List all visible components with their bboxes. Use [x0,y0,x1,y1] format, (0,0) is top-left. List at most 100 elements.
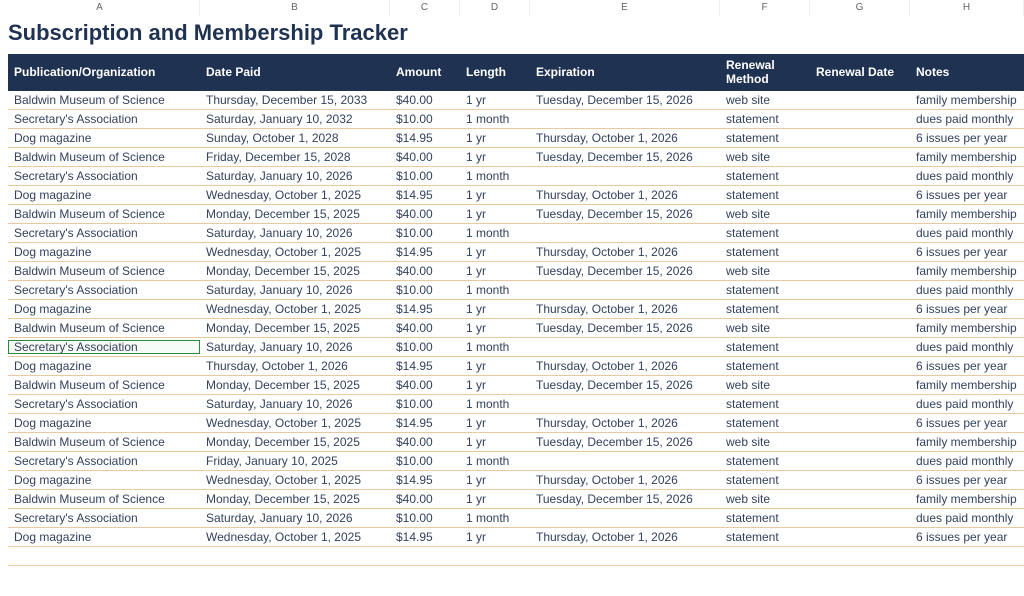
cell-org[interactable]: Secretary's Association [8,226,200,240]
cell-date-paid[interactable]: Monday, December 15, 2025 [200,378,390,392]
col-letter-h[interactable]: H [910,0,1024,16]
cell-amount[interactable]: $14.95 [390,188,460,202]
cell-expiration[interactable]: Thursday, October 1, 2026 [530,188,720,202]
cell-amount[interactable]: $40.00 [390,321,460,335]
table-row[interactable]: Secretary's AssociationSaturday, January… [8,338,1024,357]
cell-notes[interactable]: dues paid monthly [910,397,1024,411]
cell-length[interactable]: 1 month [460,283,530,297]
cell-amount[interactable]: $14.95 [390,416,460,430]
header-length[interactable]: Length [460,61,530,83]
cell-renewal-method[interactable]: web site [720,150,810,164]
cell-date-paid[interactable]: Saturday, January 10, 2026 [200,283,390,297]
cell-length[interactable]: 1 yr [460,492,530,506]
cell-amount[interactable]: $40.00 [390,435,460,449]
cell-date-paid[interactable]: Monday, December 15, 2025 [200,207,390,221]
table-row[interactable]: Secretary's AssociationSaturday, January… [8,281,1024,300]
cell-expiration[interactable]: Tuesday, December 15, 2026 [530,435,720,449]
cell-org[interactable]: Dog magazine [8,131,200,145]
cell-date-paid[interactable]: Saturday, January 10, 2026 [200,169,390,183]
cell-notes[interactable]: dues paid monthly [910,169,1024,183]
cell-date-paid[interactable]: Friday, December 15, 2028 [200,150,390,164]
cell-date-paid[interactable]: Sunday, October 1, 2028 [200,131,390,145]
cell-renewal-method[interactable]: statement [720,454,810,468]
cell-date-paid[interactable]: Saturday, January 10, 2026 [200,226,390,240]
cell-org[interactable]: Baldwin Museum of Science [8,492,200,506]
cell-expiration[interactable]: Tuesday, December 15, 2026 [530,264,720,278]
col-letter-b[interactable]: B [200,0,390,16]
header-date-paid[interactable]: Date Paid [200,61,390,83]
table-row[interactable]: Dog magazineWednesday, October 1, 2025$1… [8,243,1024,262]
cell-expiration[interactable]: Thursday, October 1, 2026 [530,530,720,544]
cell-amount[interactable]: $14.95 [390,530,460,544]
cell-amount[interactable]: $10.00 [390,112,460,126]
cell-amount[interactable]: $40.00 [390,378,460,392]
cell-length[interactable]: 1 month [460,112,530,126]
spreadsheet-area[interactable]: Subscription and Membership Tracker Publ… [0,20,1024,566]
cell-amount[interactable]: $10.00 [390,226,460,240]
cell-amount[interactable]: $14.95 [390,359,460,373]
cell-date-paid[interactable]: Wednesday, October 1, 2025 [200,530,390,544]
cell-org[interactable]: Dog magazine [8,473,200,487]
table-row[interactable]: Baldwin Museum of ScienceMonday, Decembe… [8,490,1024,509]
cell-renewal-method[interactable]: statement [720,359,810,373]
cell-length[interactable]: 1 yr [460,302,530,316]
col-letter-c[interactable]: C [390,0,460,16]
cell-expiration[interactable]: Thursday, October 1, 2026 [530,359,720,373]
cell-date-paid[interactable]: Wednesday, October 1, 2025 [200,188,390,202]
cell-notes[interactable]: dues paid monthly [910,511,1024,525]
cell-date-paid[interactable]: Monday, December 15, 2025 [200,435,390,449]
cell-renewal-method[interactable]: web site [720,435,810,449]
cell-amount[interactable]: $10.00 [390,397,460,411]
cell-date-paid[interactable]: Monday, December 15, 2025 [200,264,390,278]
header-org[interactable]: Publication/Organization [8,61,200,83]
cell-org[interactable]: Dog magazine [8,188,200,202]
cell-date-paid[interactable]: Saturday, January 10, 2026 [200,397,390,411]
cell-org[interactable]: Dog magazine [8,359,200,373]
col-letter-a[interactable]: A [0,0,200,16]
cell-amount[interactable]: $10.00 [390,169,460,183]
cell-renewal-method[interactable]: statement [720,245,810,259]
cell-length[interactable]: 1 month [460,340,530,354]
cell-amount[interactable]: $14.95 [390,131,460,145]
header-notes[interactable]: Notes [910,61,1024,83]
table-row[interactable]: Secretary's AssociationSaturday, January… [8,509,1024,528]
cell-date-paid[interactable]: Thursday, December 15, 2033 [200,93,390,107]
cell-notes[interactable]: family membership [910,207,1024,221]
cell-length[interactable]: 1 yr [460,188,530,202]
cell-renewal-method[interactable]: statement [720,302,810,316]
cell-amount[interactable]: $10.00 [390,340,460,354]
col-letter-d[interactable]: D [460,0,530,16]
cell-renewal-method[interactable]: statement [720,112,810,126]
table-row[interactable]: Dog magazineWednesday, October 1, 2025$1… [8,186,1024,205]
cell-renewal-method[interactable]: statement [720,340,810,354]
cell-expiration[interactable]: Thursday, October 1, 2026 [530,416,720,430]
cell-amount[interactable]: $10.00 [390,511,460,525]
cell-length[interactable]: 1 yr [460,150,530,164]
cell-length[interactable]: 1 month [460,397,530,411]
cell-org[interactable]: Dog magazine [8,530,200,544]
cell-org[interactable]: Baldwin Museum of Science [8,207,200,221]
cell-renewal-method[interactable]: web site [720,207,810,221]
col-letter-g[interactable]: G [810,0,910,16]
cell-notes[interactable]: family membership [910,321,1024,335]
cell-length[interactable]: 1 yr [460,378,530,392]
cell-date-paid[interactable]: Monday, December 15, 2025 [200,492,390,506]
cell-org[interactable]: Dog magazine [8,302,200,316]
table-row[interactable]: Dog magazineSunday, October 1, 2028$14.9… [8,129,1024,148]
cell-length[interactable]: 1 yr [460,264,530,278]
cell-notes[interactable]: family membership [910,93,1024,107]
cell-notes[interactable]: family membership [910,378,1024,392]
cell-expiration[interactable]: Tuesday, December 15, 2026 [530,492,720,506]
cell-length[interactable]: 1 yr [460,530,530,544]
blank-row[interactable] [8,547,1024,566]
table-row[interactable]: Dog magazineWednesday, October 1, 2025$1… [8,300,1024,319]
cell-org[interactable]: Secretary's Association [8,283,200,297]
cell-org[interactable]: Secretary's Association [8,112,200,126]
header-expiration[interactable]: Expiration [530,61,720,83]
cell-length[interactable]: 1 yr [460,321,530,335]
cell-length[interactable]: 1 yr [460,416,530,430]
cell-org[interactable]: Secretary's Association [8,340,200,354]
cell-length[interactable]: 1 yr [460,93,530,107]
cell-amount[interactable]: $14.95 [390,245,460,259]
cell-date-paid[interactable]: Wednesday, October 1, 2025 [200,302,390,316]
